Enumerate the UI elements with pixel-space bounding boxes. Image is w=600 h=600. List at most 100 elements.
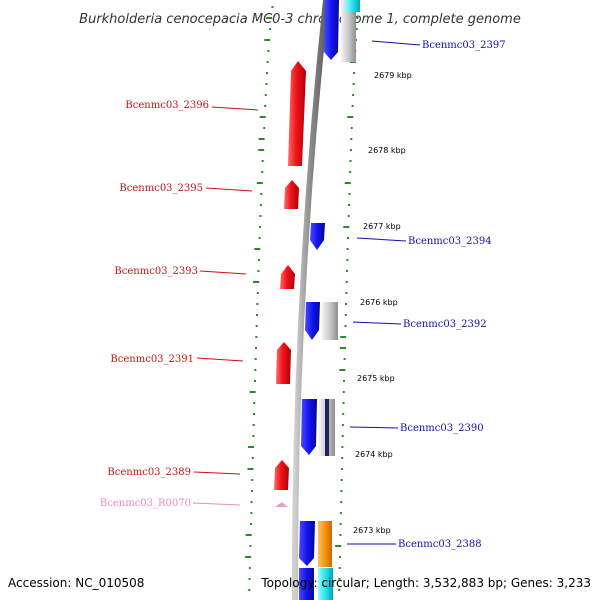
gc-dot — [346, 259, 349, 261]
gc-dot — [264, 105, 267, 107]
gc-dot — [258, 237, 261, 239]
tick-label: 2676 kbp — [360, 298, 398, 307]
gc-dot — [259, 226, 262, 228]
gc-dot — [343, 358, 346, 360]
gene-feature-bcenmc03-2390[interactable] — [301, 399, 317, 455]
gene-label-bcenmc03-r0070[interactable]: Bcenmc03_R0070 — [100, 498, 191, 509]
gc-dot — [339, 369, 346, 371]
gc-dot — [349, 160, 352, 162]
gene-label-bcenmc03-2389[interactable]: Bcenmc03_2389 — [107, 467, 191, 478]
gene-feature-bcenmc03-2388[interactable] — [299, 521, 315, 566]
gc-dot — [349, 149, 352, 151]
gc-dot — [261, 171, 264, 173]
accession-label: Accession: NC_010508 — [8, 576, 144, 590]
gc-dot — [248, 446, 255, 448]
gc-dot — [340, 479, 343, 481]
gene-feature-bcenmc03-2397[interactable] — [324, 0, 339, 60]
gc-dot — [258, 149, 265, 151]
topology-label: Topology: circular; Length: 3,532,883 bp… — [260, 576, 591, 590]
gc-dot — [340, 501, 343, 503]
gc-dot — [259, 204, 262, 206]
gc-dot — [259, 215, 262, 217]
tick-label: 2678 kbp — [368, 146, 406, 155]
gc-dot — [338, 589, 341, 591]
gc-dot — [266, 72, 268, 74]
gene-feature-bcenmc03-2393[interactable] — [280, 265, 295, 289]
gc-dot — [343, 226, 350, 228]
gc-dot — [345, 292, 348, 294]
gc-dot — [253, 281, 260, 283]
gc-dot — [266, 17, 273, 19]
gc-dot — [254, 248, 261, 250]
gc-dot — [261, 160, 264, 162]
rna-feature-bcenmc03-r0070[interactable] — [275, 502, 288, 507]
gene-feature-bcenmc03-2391[interactable] — [276, 342, 291, 384]
gene-label-bcenmc03-2388[interactable]: Bcenmc03_2388 — [398, 539, 482, 550]
gc-content-track-outer — [335, 6, 360, 591]
gene-feature-bcenmc03-2396[interactable] — [288, 61, 306, 166]
cyan-feature[interactable] — [345, 0, 360, 12]
tick-label: 2679 kbp — [374, 71, 412, 80]
gc-dot — [253, 402, 256, 404]
gc-dot — [341, 435, 344, 437]
reverse-strand-features — [299, 0, 360, 600]
gc-dot — [350, 127, 353, 129]
gc-dot — [342, 391, 345, 393]
gene-label-bcenmc03-2393[interactable]: Bcenmc03_2393 — [114, 266, 198, 277]
gc-dot — [269, 28, 271, 30]
gene-label-bcenmc03-2390[interactable]: Bcenmc03_2390 — [400, 423, 484, 434]
gc-dot — [340, 468, 343, 470]
gene-label-bcenmc03-2392[interactable]: Bcenmc03_2392 — [403, 319, 487, 330]
grey-feature[interactable] — [341, 0, 356, 62]
blue-feature-bottom[interactable] — [299, 568, 314, 600]
gene-feature-bcenmc03-2395[interactable] — [284, 180, 299, 209]
gc-dot — [250, 490, 253, 492]
gc-dot — [254, 369, 257, 371]
gc-dot — [250, 501, 253, 503]
gc-dot — [250, 523, 252, 525]
gc-dot — [256, 182, 263, 184]
gc-dot — [256, 292, 259, 294]
gene-feature-bcenmc03-2389[interactable] — [274, 460, 289, 490]
gene-feature-bcenmc03-2392[interactable] — [305, 302, 320, 340]
gc-dot — [267, 50, 270, 52]
forward-strand-features — [274, 61, 306, 507]
gene-label-bcenmc03-2397[interactable]: Bcenmc03_2397 — [422, 40, 506, 51]
tick-label: 2677 kbp — [363, 222, 401, 231]
gene-label-bcenmc03-2394[interactable]: Bcenmc03_2394 — [408, 236, 492, 247]
gc-dot — [352, 94, 355, 96]
gc-dot — [356, 17, 359, 19]
gc-dot — [351, 105, 354, 107]
gc-dot — [339, 523, 342, 525]
gc-dot — [245, 534, 252, 536]
gc-dot — [251, 457, 254, 459]
gc-dot — [259, 116, 266, 118]
map-title: Burkholderia cenocepacia MC0-3 chromosom… — [79, 12, 521, 27]
gc-dot — [343, 380, 345, 382]
gc-dot — [264, 94, 267, 96]
gc-dot — [255, 347, 257, 349]
gc-dot — [347, 116, 354, 118]
gc-content-track-inner — [245, 6, 274, 591]
tick-label: 2674 kbp — [355, 450, 393, 459]
gene-label-bcenmc03-2391[interactable]: Bcenmc03_2391 — [110, 354, 194, 365]
gc-dot — [341, 446, 344, 448]
gc-dot — [250, 512, 253, 514]
gc-dot — [339, 534, 342, 536]
gc-dot — [253, 413, 255, 415]
orange-feature[interactable] — [318, 521, 332, 567]
tick-label: 2675 kbp — [357, 374, 395, 383]
gc-dot — [251, 479, 254, 481]
gc-dot — [339, 347, 346, 349]
gene-feature-bcenmc03-2394[interactable] — [310, 223, 325, 250]
cyan-feature-bottom[interactable] — [318, 568, 333, 600]
gene-label-bcenmc03-2396[interactable]: Bcenmc03_2396 — [125, 100, 209, 111]
gene-label-bcenmc03-2395[interactable]: Bcenmc03_2395 — [119, 183, 203, 194]
grey-feature[interactable] — [322, 302, 338, 340]
gc-dot — [347, 215, 350, 217]
chromosome-backbone — [291, 0, 329, 600]
gc-dot — [345, 303, 348, 305]
gc-dot — [258, 138, 265, 140]
label-leader-lines — [192, 40, 421, 545]
